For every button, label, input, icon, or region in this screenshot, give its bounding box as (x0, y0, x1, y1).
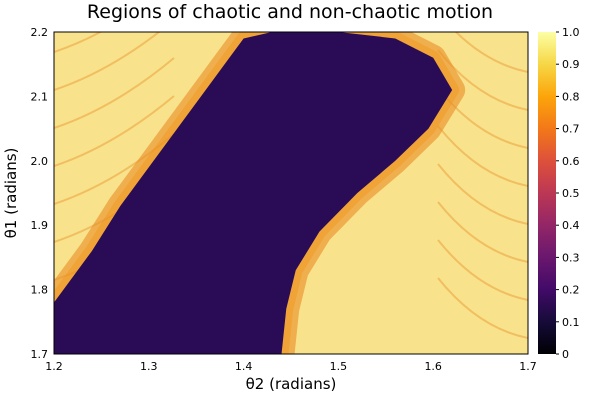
colorbar-tick-label: 0.1 (562, 316, 580, 329)
y-axis-ticks: 1.7 1.8 1.9 2.0 2.1 2.2 (31, 26, 49, 361)
y-tick-label: 2.2 (31, 26, 49, 39)
x-tick-label: 1.7 (519, 360, 537, 373)
x-tick-label: 1.6 (424, 360, 442, 373)
y-tick-label: 1.7 (31, 348, 49, 361)
fringe-streak (437, 239, 528, 301)
fringe-streak (54, 95, 175, 167)
colorbar-tick-label: 0.4 (562, 219, 580, 232)
fringe-streak (437, 49, 528, 111)
colorbar-tick-label: 0.2 (562, 284, 580, 297)
colorbar-tick-label: 0.3 (562, 251, 580, 264)
y-tick-label: 1.9 (31, 219, 49, 232)
colorbar-tick-label: 1.0 (562, 26, 580, 39)
x-tick-label: 1.4 (235, 360, 253, 373)
y-tick-label: 2.0 (31, 155, 49, 168)
colorbar-tick-label: 0.5 (562, 187, 580, 200)
x-tick-label: 1.3 (140, 360, 158, 373)
x-axis-label: θ2 (radians) (246, 375, 337, 393)
x-axis-ticks: 1.2 1.3 1.4 1.5 1.6 1.7 (45, 360, 537, 373)
plot-area (53, 31, 529, 355)
colorbar-tick-label: 0.6 (562, 155, 580, 168)
y-axis-label: θ1 (radians) (2, 148, 20, 239)
fringe-streak (437, 277, 528, 339)
fringe-streak (54, 57, 175, 129)
colorbar-tick-label: 0.8 (562, 90, 580, 103)
fringe-streak (437, 125, 528, 187)
chart-title: Regions of chaotic and non-chaotic motio… (87, 1, 493, 23)
colorbar-tick-label: 0.7 (562, 123, 580, 136)
x-tick-label: 1.2 (45, 360, 63, 373)
colorbar-ticks: 0 0.1 0.2 0.3 0.4 0.5 0.6 0.7 0.8 0.9 1.0 (556, 26, 580, 361)
fringe-streak (437, 163, 528, 225)
colorbar-tick-label: 0.9 (562, 58, 580, 71)
colorbar (538, 32, 556, 354)
fringe-streak (454, 32, 528, 73)
fringe-streak (54, 133, 175, 205)
fringe-streak (54, 32, 161, 91)
fringe-streak (437, 201, 528, 263)
x-tick-label: 1.5 (330, 360, 348, 373)
colorbar-tick-label: 0 (562, 348, 569, 361)
non-chaotic-region (54, 32, 453, 354)
fringe-streak (54, 32, 103, 53)
y-tick-label: 2.1 (31, 90, 49, 103)
plot-frame (53, 31, 529, 355)
y-tick-label: 1.8 (31, 284, 49, 297)
